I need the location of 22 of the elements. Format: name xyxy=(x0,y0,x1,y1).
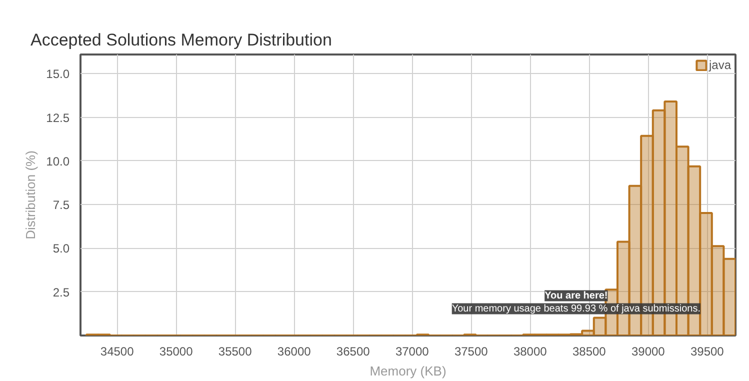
x-tick-label: 35000 xyxy=(159,344,194,358)
x-tick-label: 37000 xyxy=(395,344,430,358)
x-axis-title: Memory (KB) xyxy=(370,364,446,378)
x-tick-label: 36500 xyxy=(336,344,370,358)
x-tick-label: 39500 xyxy=(690,344,724,358)
y-tick-label: 5.0 xyxy=(52,242,70,256)
y-tick-label: 2.5 xyxy=(52,285,70,300)
chart-title: Accepted Solutions Memory Distribution xyxy=(30,30,332,50)
y-tick-label: 7.5 xyxy=(52,198,70,212)
y-tick-label: 10.0 xyxy=(46,154,70,168)
x-tick-label: 35500 xyxy=(218,344,252,358)
legend-label: java xyxy=(708,58,731,72)
y-tick-label: 15.0 xyxy=(46,67,70,82)
x-tick-label: 38000 xyxy=(513,344,548,358)
x-tick-label: 38500 xyxy=(572,344,606,358)
x-tick-label: 39000 xyxy=(631,344,666,358)
y-axis-title: Distribution (%) xyxy=(23,150,38,240)
annotation: You are here! Your memory usage beats 99.93 % of java submissions. xyxy=(452,290,701,314)
x-tick-label: 37500 xyxy=(454,344,488,358)
y-tick-label: 12.5 xyxy=(46,110,70,125)
x-tick-label: 36000 xyxy=(277,344,312,358)
x-tick-label: 34500 xyxy=(100,344,134,358)
